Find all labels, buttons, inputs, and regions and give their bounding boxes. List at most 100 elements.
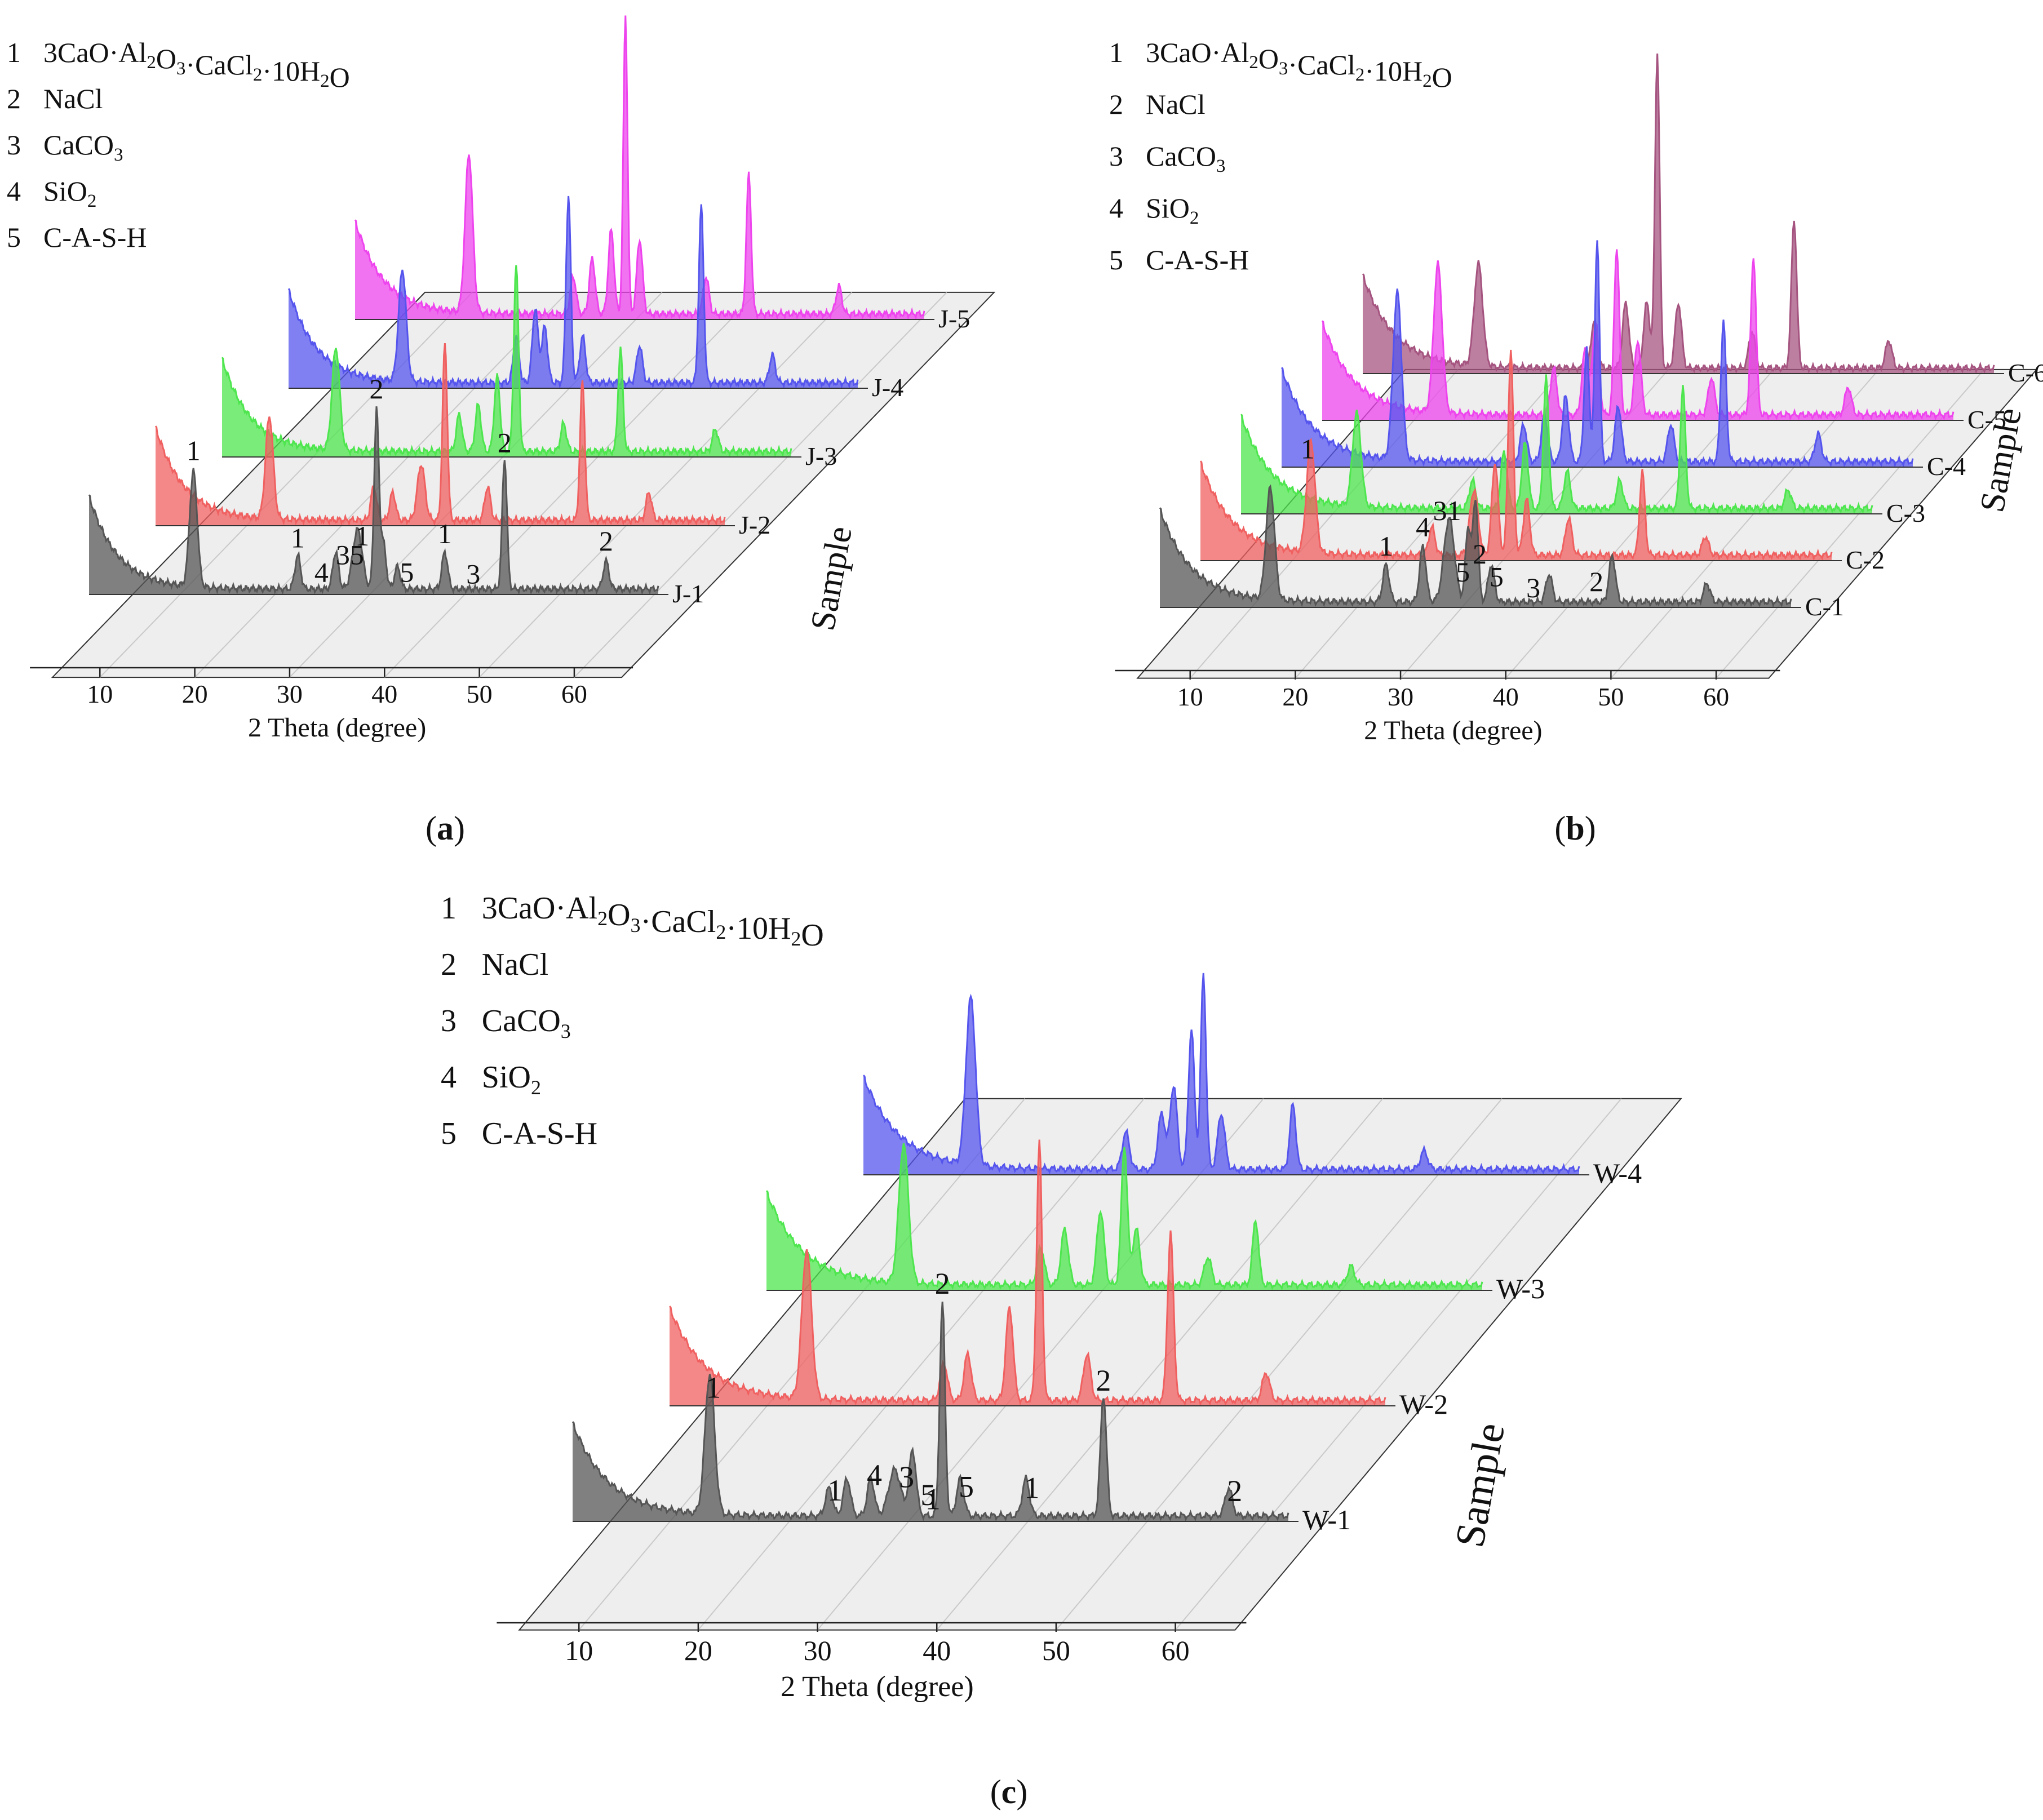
- legend-number: 3: [1109, 140, 1123, 172]
- peak-label: 1: [291, 522, 305, 553]
- peak-label: 2: [1096, 1364, 1111, 1397]
- legend-number: 1: [441, 891, 457, 926]
- legend-label: NaCl: [1146, 88, 1206, 120]
- panel-caption: (b): [1554, 810, 1596, 847]
- legend-label: SiO2: [1146, 192, 1199, 228]
- peak-label: 35: [336, 539, 364, 570]
- peak-label: 2: [1473, 538, 1487, 570]
- series-label: W-2: [1399, 1388, 1448, 1420]
- series-J-3: J-3: [221, 265, 837, 470]
- peak-label: 1: [925, 1482, 941, 1516]
- legend: 1 3CaO·Al2O3·CaCl2·10H2O 2 NaCl 3 CaCO3 4 SiO2 5…: [7, 37, 350, 253]
- series-label: W-1: [1302, 1504, 1351, 1535]
- series-label: W-3: [1496, 1273, 1545, 1304]
- legend-label: C-A-S-H: [1146, 244, 1249, 276]
- peak-label: 3: [899, 1461, 914, 1494]
- legend-label: CaCO3: [482, 1004, 571, 1042]
- series-area: [766, 1143, 1482, 1290]
- legend-number: 2: [7, 83, 21, 114]
- x-axis: 10 20 30 40 50 60 2 Theta (degree): [497, 1622, 1247, 1703]
- grid-line: [478, 292, 853, 678]
- x-tick-label: 30: [1388, 682, 1413, 711]
- x-tick-label: 60: [1703, 682, 1729, 711]
- grid-line: [1175, 1098, 1622, 1631]
- peak-label: 1: [1301, 433, 1315, 464]
- peak-label: 5: [959, 1470, 974, 1503]
- peak-label: 4: [867, 1458, 882, 1492]
- panel-caption: (a): [426, 810, 465, 847]
- legend-label: 3CaO·Al2O3·CaCl2·10H2O: [43, 37, 350, 93]
- grid-line: [99, 292, 473, 678]
- x-tick-label: 50: [467, 680, 493, 708]
- legend: 1 3CaO·Al2O3·CaCl2·10H2O 2 NaCl 3 CaCO3 4 SiO2 5…: [441, 891, 824, 1151]
- legend-label: CaCO3: [43, 129, 123, 165]
- legend-number: 4: [1109, 192, 1123, 224]
- series-W-1: W-1: [571, 1302, 1351, 1535]
- series-J-5: J-5: [354, 15, 970, 333]
- legend-number: 2: [441, 947, 457, 982]
- series-C-1: C-1: [1159, 484, 1844, 621]
- series-line: [571, 1302, 1289, 1522]
- series-area: [1160, 486, 1791, 607]
- legend-number: 5: [441, 1116, 457, 1151]
- series-C-4: C-4: [1280, 240, 1966, 481]
- series-line: [1199, 349, 1833, 562]
- peak-label: 4: [314, 556, 329, 588]
- series-area: [1363, 54, 1994, 374]
- x-tick-label: 20: [684, 1635, 712, 1666]
- grid-line: [384, 292, 757, 678]
- series-line: [221, 265, 792, 458]
- peak-label: 2: [599, 525, 613, 557]
- x-axis-title: 2 Theta (degree): [248, 713, 426, 743]
- x-tick-label: 50: [1598, 682, 1624, 711]
- x-tick-label: 20: [1282, 682, 1308, 711]
- series-line: [1280, 240, 1914, 468]
- y-axis-title: Sample: [1447, 1419, 1514, 1551]
- series-label: J-1: [672, 579, 704, 608]
- grid-line: [1056, 1098, 1503, 1631]
- legend-number: 2: [1109, 88, 1123, 120]
- peak-label: 2: [1589, 566, 1603, 597]
- peak-label: 1: [827, 1473, 843, 1507]
- x-tick-label: 20: [182, 680, 208, 708]
- legend-label: NaCl: [43, 83, 103, 114]
- x-tick-label: 60: [561, 680, 587, 708]
- legend-label: C-A-S-H: [482, 1116, 597, 1151]
- peak-label: 3: [466, 558, 480, 589]
- legend-label: 3CaO·Al2O3·CaCl2·10H2O: [482, 891, 824, 953]
- series-J-2: J-2: [154, 343, 770, 539]
- series-area: [289, 196, 858, 388]
- series-area: [1282, 240, 1913, 467]
- series-label: J-2: [739, 511, 770, 539]
- series-line: [88, 406, 659, 596]
- x-tick-label: 10: [87, 680, 113, 708]
- legend-label: 3CaO·Al2O3·CaCl2·10H2O: [1146, 37, 1452, 93]
- series-label: C-1: [1805, 592, 1844, 621]
- grid-line: [289, 292, 663, 678]
- y-axis-title: Sample: [804, 523, 859, 633]
- legend-number: 5: [7, 221, 21, 253]
- x-tick-label: 40: [371, 680, 397, 708]
- series-label: C-3: [1886, 499, 1925, 527]
- series-C-2: C-2: [1199, 349, 1885, 574]
- peak-label: 5: [920, 1478, 936, 1512]
- series-C-3: C-3: [1240, 374, 1925, 527]
- x-axis: 10 20 30 40 50 60 2 Theta (degree): [30, 667, 633, 743]
- x-tick-label: 30: [277, 680, 303, 708]
- peak-label: 1: [1024, 1471, 1039, 1504]
- series-line: [354, 15, 925, 321]
- series-line: [1240, 374, 1873, 515]
- x-axis-title: 2 Theta (degree): [781, 1671, 974, 1703]
- peak-label: 31: [1433, 495, 1461, 526]
- series-C-6: C-6: [1362, 53, 2043, 387]
- legend-number: 3: [7, 129, 21, 161]
- series-C-5: C-5: [1321, 249, 2006, 434]
- grid-line: [1716, 369, 1985, 679]
- peak-label: 2: [1227, 1474, 1242, 1508]
- grid-line: [574, 292, 947, 678]
- series-line: [1159, 484, 1792, 609]
- panel-caption: (c): [990, 1773, 1028, 1810]
- series-line: [287, 196, 859, 389]
- series-line: [862, 973, 1580, 1175]
